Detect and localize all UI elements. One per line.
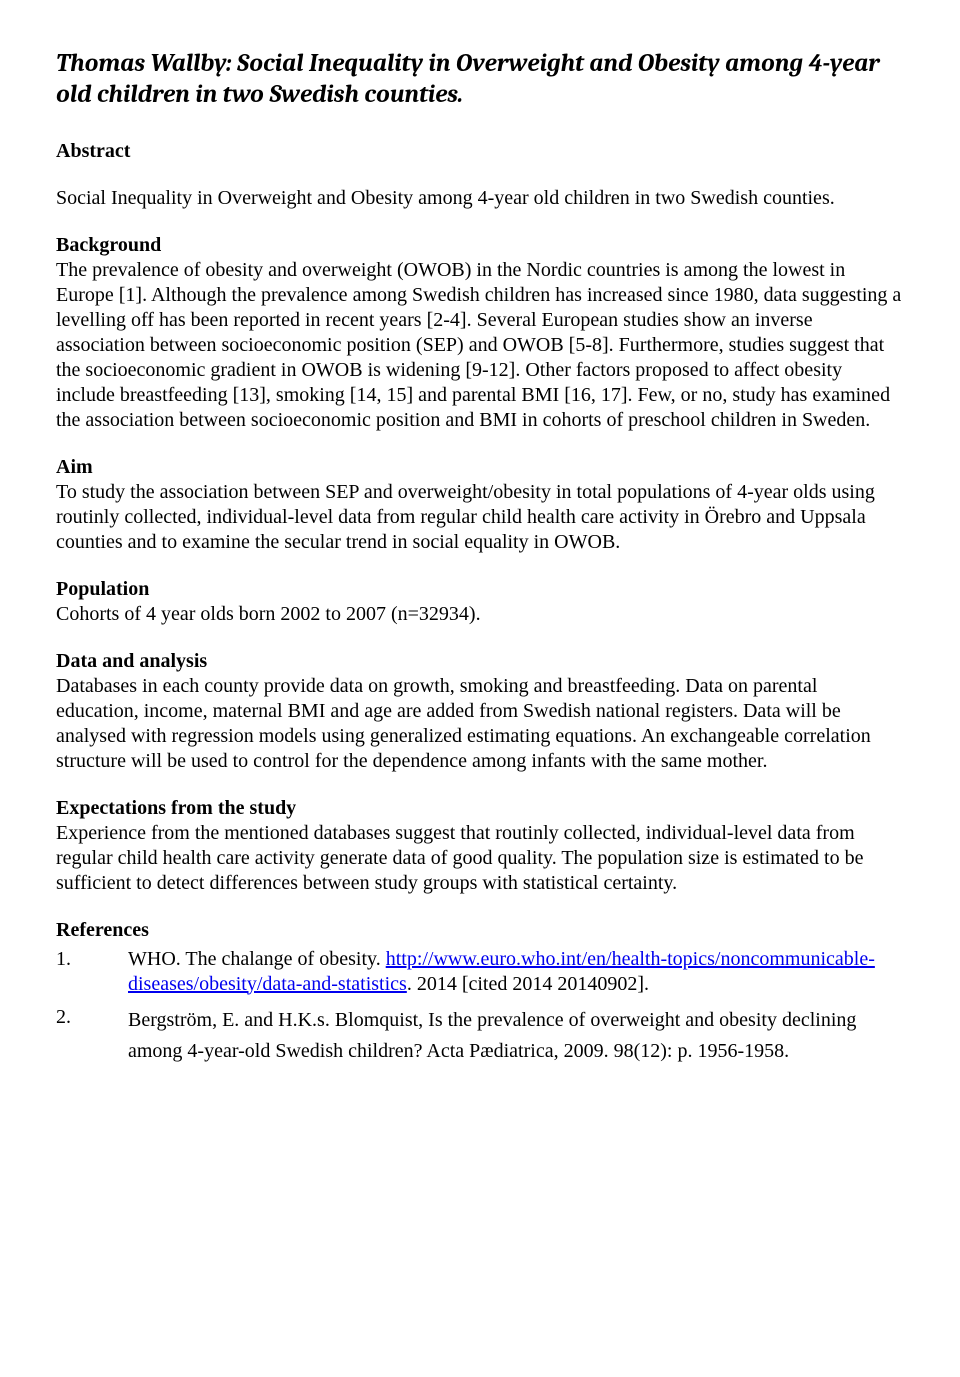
data-analysis-text: Databases in each county provide data on… xyxy=(56,674,904,774)
data-analysis-heading: Data and analysis xyxy=(56,649,904,674)
expectations-heading: Expectations from the study xyxy=(56,796,904,821)
document-title: Thomas Wallby: Social Inequality in Over… xyxy=(56,48,904,111)
aim-heading: Aim xyxy=(56,455,904,480)
background-heading: Background xyxy=(56,233,904,258)
reference-body: WHO. The chalange of obesity. http://www… xyxy=(128,947,904,997)
aim-text: To study the association between SEP and… xyxy=(56,480,904,555)
references-list: 1. WHO. The chalange of obesity. http://… xyxy=(56,947,904,1067)
reference-number: 1. xyxy=(56,947,128,997)
reference-body: Bergström, E. and H.K.s. Blomquist, Is t… xyxy=(128,1005,904,1067)
references-heading: References xyxy=(56,918,904,943)
population-text: Cohorts of 4 year olds born 2002 to 2007… xyxy=(56,602,904,627)
population-heading: Population xyxy=(56,577,904,602)
reference-item: 1. WHO. The chalange of obesity. http://… xyxy=(56,947,904,997)
reference-text-pre: WHO. The chalange of obesity. xyxy=(128,948,386,970)
reference-text-post: . 2014 [cited 2014 20140902]. xyxy=(407,973,649,995)
background-text: The prevalence of obesity and overweight… xyxy=(56,258,904,433)
reference-number: 2. xyxy=(56,1005,128,1067)
reference-item: 2. Bergström, E. and H.K.s. Blomquist, I… xyxy=(56,1005,904,1067)
abstract-text: Social Inequality in Overweight and Obes… xyxy=(56,186,904,211)
abstract-heading: Abstract xyxy=(56,139,904,164)
expectations-text: Experience from the mentioned databases … xyxy=(56,821,904,896)
